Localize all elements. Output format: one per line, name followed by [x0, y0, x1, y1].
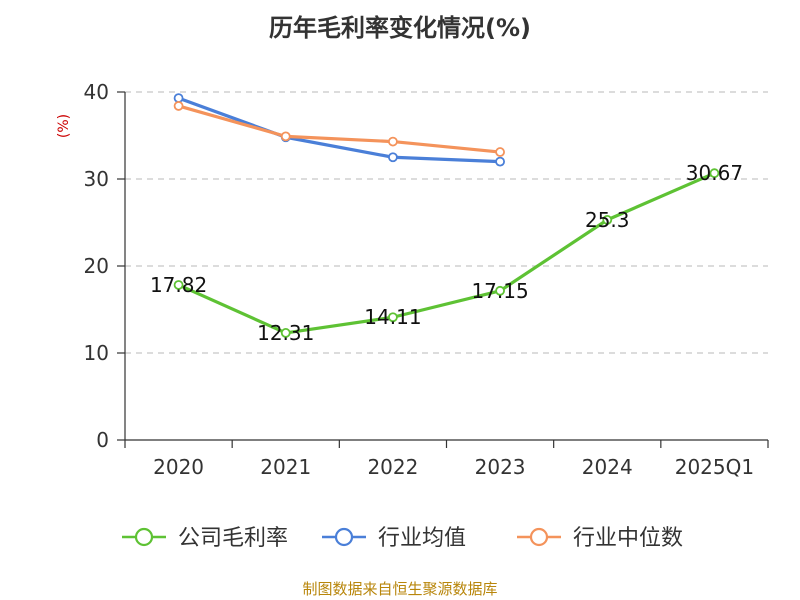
data-point	[709, 168, 720, 179]
grid-lines	[125, 91, 768, 354]
data-label: 25.3	[585, 208, 630, 232]
chart-title: 历年毛利率变化情况(%)	[269, 14, 531, 42]
series-line-0	[176, 171, 717, 335]
x-tick-label: 2021	[260, 455, 311, 479]
data-point	[495, 156, 505, 167]
data-point	[495, 285, 505, 296]
data-point	[602, 214, 613, 225]
legend-label: 行业均值	[378, 526, 466, 551]
data-labels: 17.82 12.31 14.11 17.15 25.3 30.67	[150, 161, 743, 345]
y-tick-label: 20	[84, 254, 109, 278]
data-point	[280, 328, 291, 338]
data-label: 14.11	[364, 305, 421, 329]
y-tick-label: 0	[96, 428, 109, 452]
series-line-1	[176, 96, 502, 164]
legend-swatch-marker	[134, 527, 154, 547]
data-point	[280, 131, 291, 142]
y-tick-label: 10	[84, 341, 109, 365]
series-line-2	[176, 104, 502, 154]
series-lines	[173, 93, 720, 338]
data-point	[388, 312, 398, 323]
data-point	[388, 136, 398, 147]
data-point	[495, 147, 505, 157]
data-point	[173, 101, 184, 111]
data-label: 12.31	[257, 321, 314, 345]
x-tick-label: 2024	[582, 455, 633, 479]
legend-label: 公司毛利率	[178, 526, 288, 551]
data-label: 17.15	[471, 279, 528, 303]
data-label: 17.82	[150, 273, 207, 297]
y-tick-label: 40	[84, 80, 109, 104]
legend-label: 行业中位数	[573, 526, 683, 551]
data-point	[388, 152, 398, 163]
x-tick-label: 2025Q1	[675, 455, 754, 479]
legend: 公司毛利率 行业均值 行业中位数	[122, 526, 683, 551]
y-tick-label: 30	[84, 167, 109, 191]
source-note: 制图数据来自恒生聚源数据库	[302, 580, 497, 598]
data-point	[173, 280, 184, 290]
data-label: 30.67	[686, 161, 743, 185]
data-point	[173, 93, 184, 103]
legend-swatch-marker	[334, 527, 354, 547]
x-tick-label: 2023	[475, 455, 526, 479]
legend-swatch-marker	[529, 527, 549, 547]
y-axis-unit-label: (%)	[56, 114, 72, 138]
axes: 0 10 20 30 40 2020 2021 2022 2023 2024 2025Q1	[84, 80, 769, 479]
x-tick-label: 2022	[367, 455, 418, 479]
x-tick-label: 2020	[153, 455, 204, 479]
